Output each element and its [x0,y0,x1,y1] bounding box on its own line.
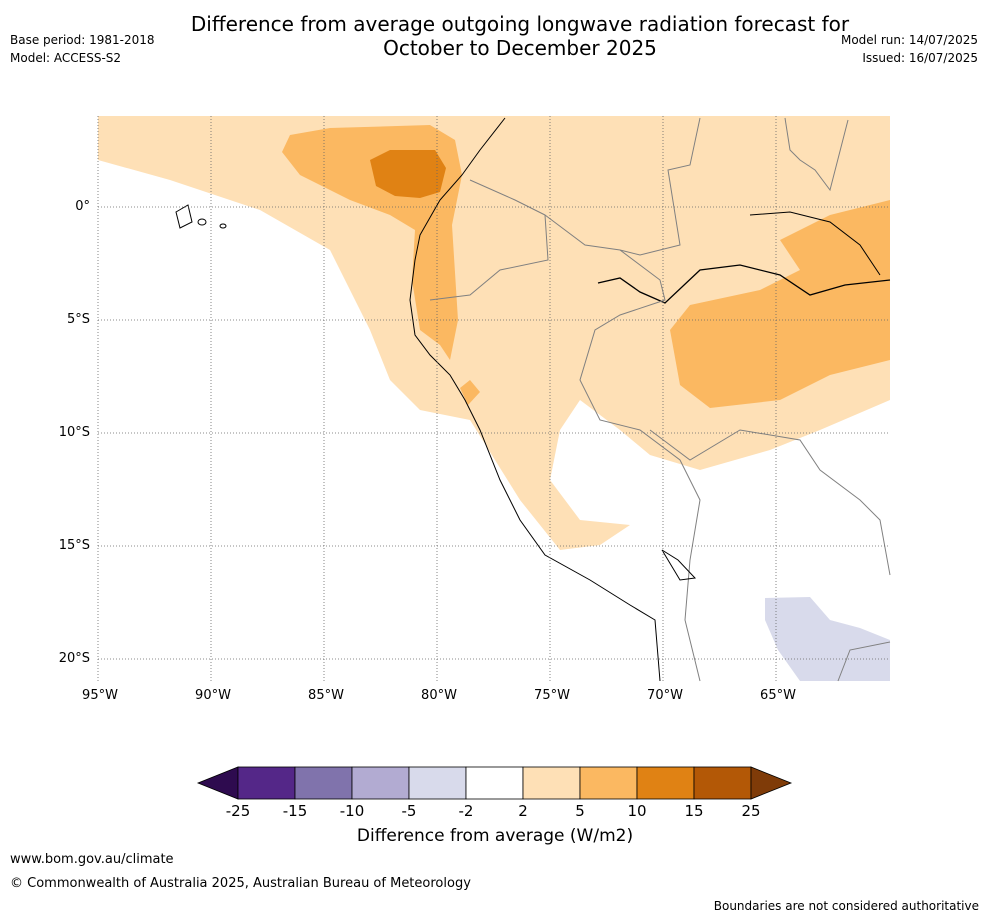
colorbar-below-min [196,766,239,800]
colorbar-above-max [750,766,793,800]
anomaly-region-m5-m2 [765,597,890,681]
colorbar-title: Difference from average (W/m2) [356,826,634,846]
colorbar-5-10 [579,766,638,800]
boundaries-disclaimer: Boundaries are not considered authoritat… [713,899,979,913]
model-label: Model: ACCESS-S2 [10,51,122,65]
lon-label-70w: 70°W [647,688,683,703]
river-north [749,211,881,276]
river [597,264,891,304]
colorbar-2-5 [522,766,581,800]
colorbar-15-25 [693,766,752,800]
lon-label-90w: 90°W [195,688,231,703]
colorbar-10-15 [636,766,695,800]
island [197,218,207,226]
boundary [429,179,549,301]
colorbar-m10-m5 [351,766,410,800]
anomaly-region-10-15 [370,150,446,198]
coastline [409,117,661,682]
lon-label-80w: 80°W [421,688,457,703]
colorbar-tick-label: -2 [458,802,474,820]
lat-label-15s: 15°S [58,538,90,553]
lon-label-75w: 75°W [534,688,570,703]
colorbar-tick-label: -15 [282,802,308,820]
anomaly-region-5-10-east [670,200,890,408]
colorbar-tick-label: 2 [518,802,528,820]
boundary-colombia-venezuela [619,117,701,256]
colorbar [196,766,793,800]
colorbar-m2-2 [465,766,524,800]
colorbar-tick-label: 5 [575,802,585,820]
graticule [97,116,890,681]
anomaly-region-2-5 [98,116,890,550]
island [219,223,227,229]
boundary-peru-brazil [544,214,701,682]
lat-label-5s: 5°S [66,312,90,327]
colorbar-tick-label: 10 [627,802,647,820]
colorbar-tick-label: 15 [684,802,704,820]
colorbar-tick-label: 25 [741,802,761,820]
chart-title: Difference from average outgoing longwav… [190,12,850,60]
boundary-north-venezuela [784,117,849,192]
website-link[interactable]: www.bom.gov.au/climate [10,852,174,867]
issued-label: Issued: 16/07/2025 [862,51,978,65]
boundary-bolivia-brazil [649,429,891,576]
island [175,204,193,229]
colorbar-tick-label: -5 [401,802,417,820]
lat-label-10s: 10°S [58,425,90,440]
lake [661,549,697,581]
model-run-label: Model run: 14/07/2025 [840,33,978,47]
colorbar-m15-m10 [294,766,353,800]
colorbar-m25-m15 [237,766,296,800]
copyright-notice: © Commonwealth of Australia 2025, Austra… [10,876,471,891]
anomaly-region-5-10-small [460,380,480,405]
colorbar-tick-label: -10 [339,802,365,820]
base-period-label: Base period: 1981-2018 [10,33,155,47]
boundary-paraguay [837,641,891,682]
colorbar-m5-m2 [408,766,467,800]
lon-label-85w: 85°W [308,688,344,703]
lat-label-0: 0° [75,199,90,214]
lon-label-95w: 95°W [82,688,118,703]
colorbar-tick-label: -25 [225,802,251,820]
lat-label-20s: 20°S [58,651,90,666]
lon-label-65w: 65°W [760,688,796,703]
